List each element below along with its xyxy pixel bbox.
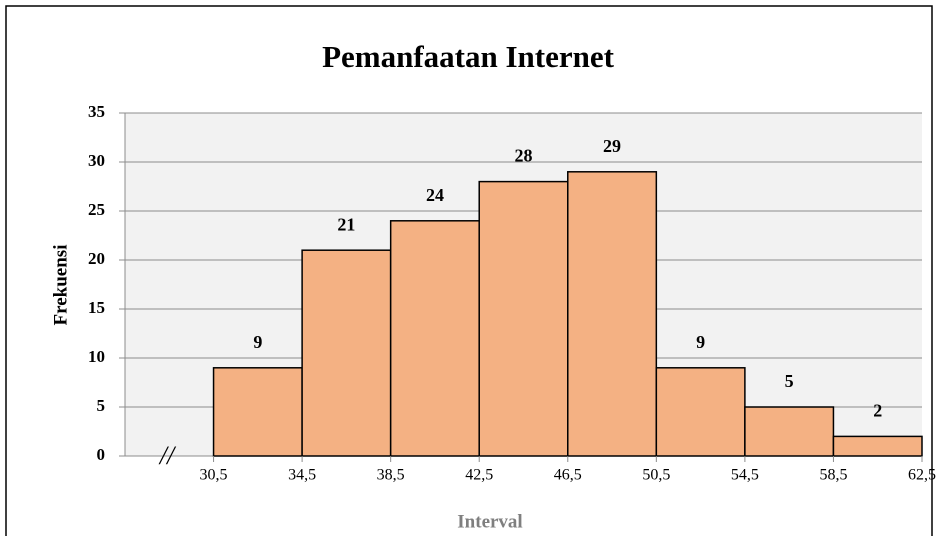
value-label: 21	[337, 214, 355, 234]
axis-break: //	[158, 441, 177, 470]
value-label: 24	[426, 185, 444, 205]
x-tick-label: 30,5	[200, 467, 228, 484]
y-tick-label: 10	[88, 347, 105, 366]
value-label: 28	[515, 146, 533, 166]
bar	[212, 367, 303, 457]
bar	[567, 171, 658, 457]
y-tick-label: 35	[88, 102, 105, 121]
value-label: 5	[785, 371, 794, 391]
value-label: 9	[696, 332, 705, 352]
y-tick-label: 25	[88, 200, 105, 219]
bar	[744, 406, 835, 457]
bar	[655, 367, 746, 457]
bar	[389, 220, 480, 457]
x-tick-label: 42,5	[465, 467, 493, 484]
value-label: 29	[603, 136, 621, 156]
chart-title: Pemanfaatan Internet	[322, 39, 615, 74]
y-tick-label: 5	[97, 396, 106, 415]
y-tick-label: 15	[88, 298, 105, 317]
value-label: 9	[253, 332, 262, 352]
x-tick-label: 50,5	[642, 467, 670, 484]
bar	[478, 180, 569, 457]
x-tick-label: 46,5	[554, 467, 582, 484]
y-tick-label: 20	[88, 249, 105, 268]
bar	[301, 249, 392, 457]
x-tick-label: 34,5	[288, 467, 316, 484]
y-tick-label: 30	[88, 151, 105, 170]
bar	[832, 435, 923, 457]
x-tick-label: 58,5	[819, 467, 847, 484]
y-tick-label: 0	[97, 445, 106, 464]
x-tick-label: 54,5	[731, 467, 759, 484]
y-axis-label: Frekuensi	[50, 245, 71, 326]
x-axis-label: Interval	[457, 511, 522, 532]
x-tick-label: 38,5	[377, 467, 405, 484]
value-label: 2	[873, 401, 882, 421]
x-tick-label: 62,5	[908, 467, 936, 484]
